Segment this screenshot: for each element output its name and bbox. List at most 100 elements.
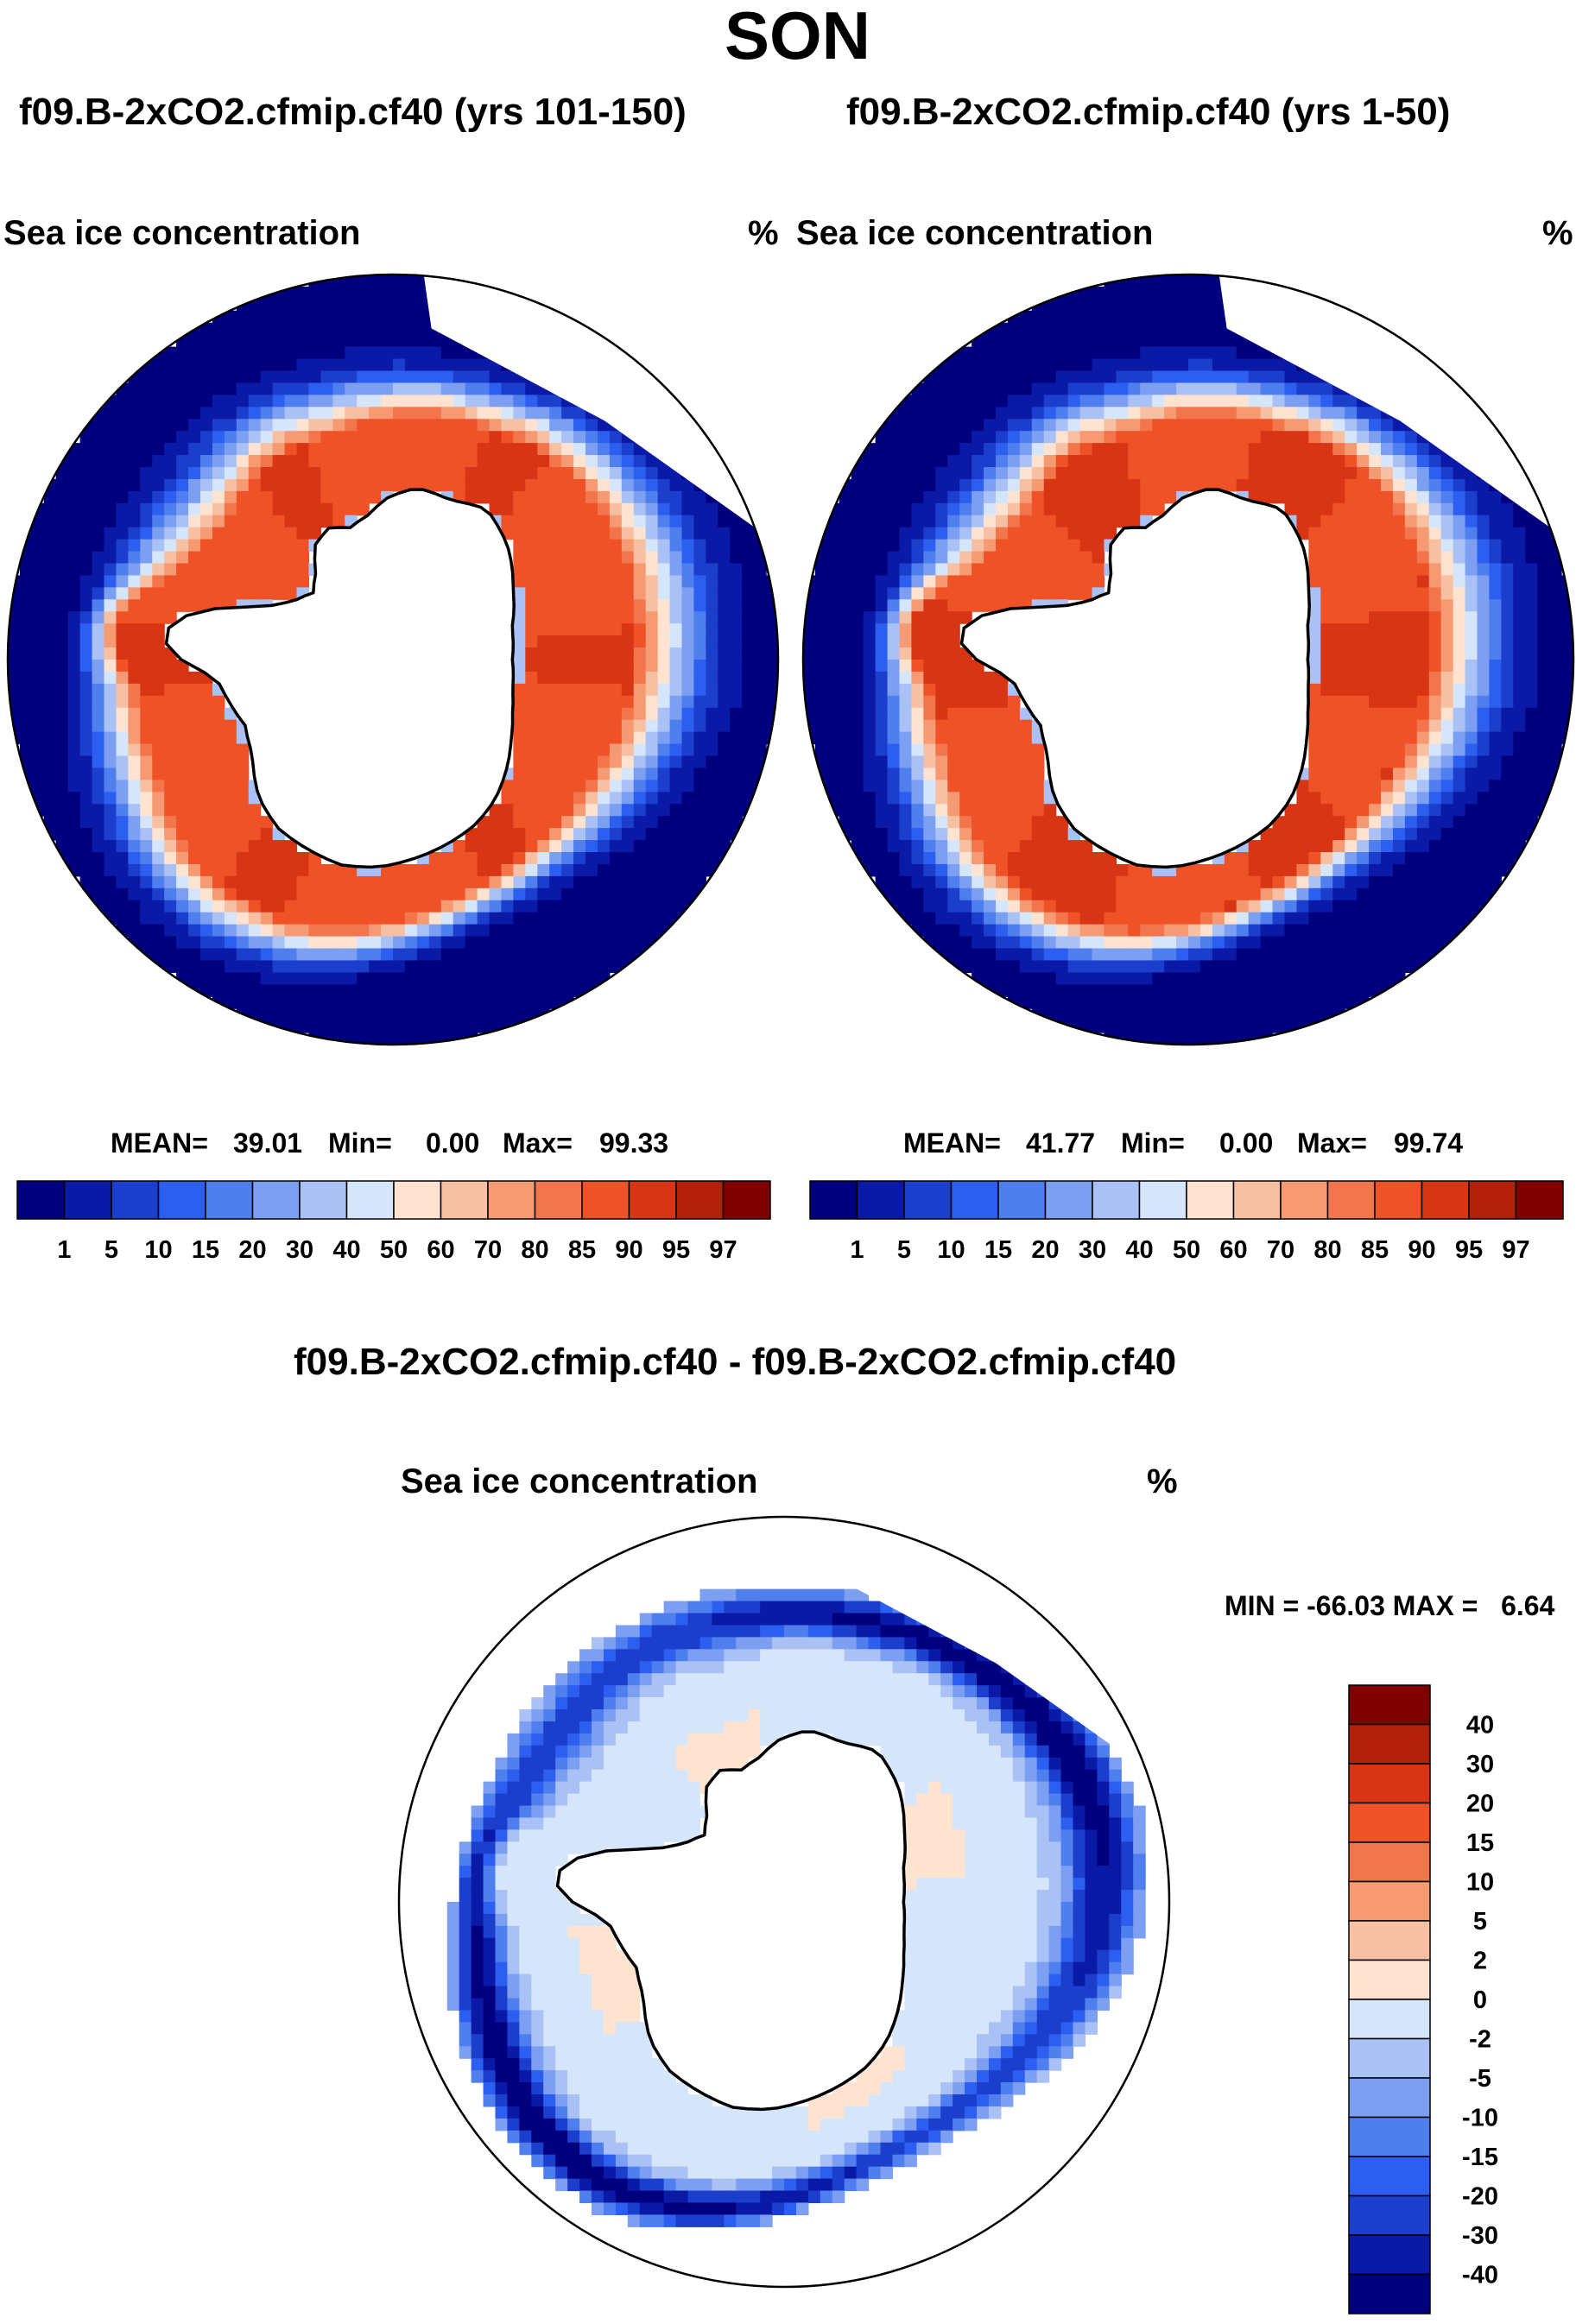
grid-cell xyxy=(104,515,117,528)
grid-cell xyxy=(140,478,153,492)
grid-cell xyxy=(887,563,901,577)
grid-cell xyxy=(899,900,913,913)
grid-cell xyxy=(669,912,683,925)
grid-cell xyxy=(947,563,960,577)
grid-cell xyxy=(1428,515,1442,528)
grid-cell xyxy=(477,455,491,468)
grid-cell xyxy=(320,984,333,997)
grid-cell xyxy=(1199,912,1213,925)
grid-cell xyxy=(549,840,562,853)
grid-cell xyxy=(669,840,683,853)
grid-cell xyxy=(1116,875,1129,889)
grid-cell xyxy=(152,695,165,709)
grid-cell xyxy=(1055,407,1069,420)
grid-cell xyxy=(1212,936,1225,950)
grid-cell xyxy=(308,1008,321,1021)
grid-cell xyxy=(501,443,514,456)
grid-cell xyxy=(513,599,526,612)
grid-cell xyxy=(104,743,117,757)
grid-cell xyxy=(1019,407,1033,420)
grid-cell xyxy=(863,455,877,468)
grid-cell xyxy=(657,490,671,504)
grid-cell xyxy=(345,936,358,950)
grid-cell xyxy=(465,960,478,973)
grid-cell xyxy=(79,671,93,685)
grid-cell xyxy=(404,887,418,901)
grid-cell xyxy=(332,875,345,889)
grid-cell xyxy=(212,587,225,600)
grid-cell xyxy=(1019,840,1033,853)
grid-cell xyxy=(1007,502,1021,516)
grid-cell xyxy=(899,695,913,709)
grid-cell xyxy=(1236,936,1250,950)
grid-cell xyxy=(1055,298,1069,312)
grid-cell xyxy=(79,611,93,624)
grid-cell xyxy=(428,407,442,420)
grid-cell xyxy=(1067,984,1081,997)
grid-cell xyxy=(104,443,117,456)
grid-cell xyxy=(693,828,706,841)
grid-cell xyxy=(972,780,984,793)
grid-cell xyxy=(1332,912,1345,925)
grid-cell xyxy=(875,780,889,793)
grid-cell xyxy=(1104,431,1117,444)
grid-cell xyxy=(1416,924,1430,938)
grid-cell xyxy=(381,936,394,950)
grid-cell xyxy=(164,502,177,516)
grid-cell xyxy=(1043,334,1057,348)
grid-cell xyxy=(1067,1008,1081,1021)
grid-cell xyxy=(561,515,574,528)
grid-cell xyxy=(585,551,598,565)
grid-cell xyxy=(369,1008,382,1021)
grid-cell xyxy=(1296,996,1309,1009)
grid-cell xyxy=(633,647,647,660)
grid-cell xyxy=(984,683,997,697)
grid-cell xyxy=(1381,695,1394,709)
grid-cell xyxy=(332,972,345,985)
grid-cell xyxy=(814,611,828,624)
grid-cell xyxy=(573,936,586,950)
grid-cell xyxy=(657,840,671,853)
grid-cell xyxy=(1381,599,1394,612)
grid-cell xyxy=(633,719,647,733)
grid-cell xyxy=(1104,502,1117,516)
grid-cell xyxy=(959,755,972,769)
grid-cell xyxy=(1007,382,1021,395)
grid-cell xyxy=(1392,455,1406,468)
grid-cell xyxy=(440,948,454,962)
grid-cell xyxy=(1369,455,1382,468)
grid-cell xyxy=(706,707,718,721)
grid-cell xyxy=(393,984,406,997)
grid-cell xyxy=(416,310,430,324)
grid-cell xyxy=(453,358,466,372)
grid-cell xyxy=(128,431,141,444)
grid-cell xyxy=(1043,478,1057,492)
grid-cell xyxy=(621,852,635,865)
grid-cell xyxy=(597,623,611,636)
grid-cell xyxy=(911,623,924,636)
grid-cell xyxy=(501,804,514,817)
grid-cell xyxy=(1369,431,1382,444)
grid-cell xyxy=(1176,443,1189,456)
grid-cell xyxy=(1116,912,1129,925)
grid-cell xyxy=(1079,1008,1093,1021)
grid-cell xyxy=(1212,887,1225,901)
grid-cell xyxy=(1332,599,1345,612)
grid-cell xyxy=(1357,551,1370,565)
grid-cell xyxy=(561,852,574,865)
grid-cell xyxy=(152,431,165,444)
grid-cell xyxy=(1224,1008,1237,1021)
grid-cell xyxy=(188,478,201,492)
grid-cell xyxy=(742,695,755,709)
grid-cell xyxy=(1248,984,1262,997)
grid-cell xyxy=(1284,816,1298,829)
grid-cell xyxy=(1212,455,1225,468)
grid-cell xyxy=(1199,346,1213,360)
grid-cell xyxy=(1416,767,1430,780)
grid-cell xyxy=(428,346,442,360)
grid-cell xyxy=(1199,455,1213,468)
grid-cell xyxy=(754,599,767,612)
grid-cell xyxy=(43,587,57,600)
grid-cell xyxy=(645,792,659,805)
grid-cell xyxy=(224,767,237,780)
